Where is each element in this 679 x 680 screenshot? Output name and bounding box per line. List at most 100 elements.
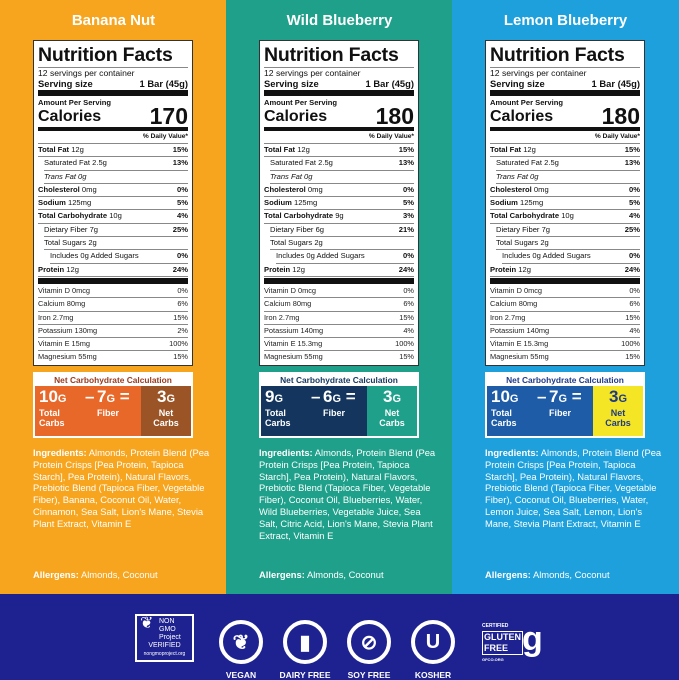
unit-g: G (106, 393, 116, 405)
allergens-list: Almonds, Coconut (532, 569, 610, 580)
nutrient-label: Cholesterol (38, 184, 80, 194)
gluten-free-certified-logo: CERTIFIED GLUTEN FREE GFCO.ORG g (482, 622, 543, 664)
vitamin-daily-value: 2% (177, 325, 188, 335)
nutrient-name: Trans Fat 0g (496, 171, 539, 183)
divider-bar (264, 277, 414, 284)
servings-per-container: 12 servings per container (38, 68, 135, 78)
divider-bar (490, 90, 640, 96)
nutrient-row: Saturated Fat 2.5g 13% (44, 157, 188, 171)
net-carbs-number: 3 (608, 387, 619, 406)
nutrient-daily-value: 15% (398, 145, 414, 154)
nutrient-amount: 0mg (81, 184, 97, 194)
nutrient-label: Trans Fat 0g (44, 171, 87, 181)
ingredients-label: Ingredients: (259, 447, 313, 458)
allergens-label: Allergens: (259, 569, 305, 580)
vitamin-row: Magnesium 55mg 15% (38, 351, 188, 363)
vitamin-daily-value: 0% (177, 285, 188, 295)
nutrient-amount: 0mg (533, 184, 549, 194)
nutrient-label: Total Fat (264, 145, 296, 154)
divider-bar (38, 277, 188, 284)
serving-size-value: 1 Bar (45g) (365, 78, 414, 89)
net-carbs-number: 3 (156, 387, 167, 406)
vitamin-row: Magnesium 55mg 15% (490, 351, 640, 363)
nutrition-facts-label: Nutrition Facts 12 servings per container… (33, 40, 193, 366)
gf-text: GLUTEN (482, 631, 523, 643)
flavor-title: Banana Nut (71, 12, 156, 29)
nutrient-name: Total Carbohydrate 10g (490, 210, 574, 222)
vitamin-daily-value: 6% (177, 299, 188, 309)
nutrient-name: Dietary Fiber 7g (496, 224, 550, 236)
nutrient-daily-value: 3% (403, 211, 414, 221)
calories-value: 180 (601, 103, 640, 129)
calories-label: Calories (264, 108, 328, 125)
nutrient-name: Saturated Fat 2.5g (270, 157, 333, 169)
vitamin-name: Magnesium 55mg (264, 352, 323, 362)
flavor-panel: Lemon Blueberry Nutrition Facts 12 serving… (452, 0, 679, 594)
nutrient-label: Dietary Fiber 6g (270, 224, 325, 234)
nutrient-label: Total Fat (490, 145, 522, 154)
vitamin-daily-value: 100% (169, 339, 188, 349)
vitamin-daily-value: 15% (625, 352, 640, 362)
nutrient-label: Trans Fat 0g (270, 171, 313, 181)
vitamin-name: Vitamin E 15.3mg (264, 339, 323, 349)
nutrition-facts-heading: Nutrition Facts (38, 43, 188, 68)
fiber-label: Fiber (549, 408, 572, 418)
nutrient-amount: 12g (66, 264, 79, 274)
total-carbs-block: 10G Total Carbs (39, 388, 85, 434)
total-carbs-value: 10G (39, 388, 85, 408)
net-carb-box: Net Carbohydrate Calculation 9G Total Carb… (259, 372, 419, 438)
kosher-label: KOSHER (414, 670, 452, 680)
ingredients-text: Ingredients: Almonds, Protein Blend (Pea… (33, 447, 213, 530)
vitamin-row: Potassium 130mg 2% (38, 325, 188, 339)
unit-g: G (274, 393, 284, 405)
vitamin-row: Potassium 140mg 4% (490, 325, 640, 339)
daily-value-header: % Daily Value* (38, 131, 188, 144)
nongmo-text: NON (159, 618, 175, 625)
vitamin-row: Vitamin D 0mcg 0% (38, 285, 188, 299)
total-carbs-block: 9G Total Carbs (265, 388, 311, 434)
nutrient-amount: 12g (523, 145, 536, 154)
nutrient-daily-value: 15% (172, 145, 188, 154)
nutrient-label: Cholesterol (264, 184, 306, 194)
allergens-list: Almonds, Coconut (306, 569, 384, 580)
nutrient-daily-value: 13% (398, 158, 414, 168)
net-carb-equation: 10G Total Carbs –7G = Fiber (487, 386, 593, 436)
nongmo-text: nongmoproject.org (143, 651, 186, 657)
vitamin-name: Potassium 140mg (264, 325, 324, 335)
serving-size-value: 1 Bar (45g) (139, 78, 188, 89)
nutrient-daily-value: 25% (624, 224, 640, 234)
vitamin-row: Iron 2.7mg 15% (264, 312, 414, 325)
nutrient-name: Trans Fat 0g (270, 171, 313, 183)
net-carb-title: Net Carbohydrate Calculation (506, 375, 624, 385)
vitamin-daily-value: 15% (399, 312, 414, 322)
vitamin-name: Vitamin D 0mcg (490, 285, 543, 295)
nutrition-facts-label: Nutrition Facts 12 servings per container… (259, 40, 419, 366)
nutrient-daily-value: 13% (624, 158, 640, 168)
fiber-value: 7G = (97, 387, 130, 406)
nutrient-daily-value: 24% (398, 264, 414, 274)
vitamin-daily-value: 4% (629, 325, 640, 335)
vitamin-daily-value: 6% (403, 299, 414, 309)
net-carbs-result: 3G Net Carbs (593, 386, 643, 436)
nutrient-row: Dietary Fiber 7g 25% (496, 224, 640, 238)
nutrient-row: Dietary Fiber 6g 21% (270, 224, 414, 238)
fiber-block: 7G = Fiber (549, 388, 589, 434)
vitamin-row: Calcium 80mg 6% (490, 298, 640, 312)
fiber-number: 7 (97, 387, 107, 406)
serving-size-row: Serving size 1 Bar (45g) (490, 79, 640, 89)
nutrient-name: Protein 12g (264, 264, 305, 276)
serving-size-row: Serving size 1 Bar (45g) (264, 79, 414, 89)
nutrient-name: Dietary Fiber 6g (270, 224, 324, 236)
ingredients-list: Almonds, Protein Blend (Pea Protein Cris… (33, 447, 210, 529)
nutrient-daily-value: 5% (403, 198, 414, 208)
ingredients-list: Almonds, Protein Blend (Pea Protein Cris… (259, 447, 436, 541)
nutrient-label: Total Carbohydrate (264, 211, 334, 221)
fiber-value: 7G = (549, 387, 582, 406)
unit-g: G (509, 393, 519, 405)
soy-free-label: SOY FREE (347, 670, 391, 680)
nutrient-label: Includes 0g Added Sugars (276, 251, 365, 261)
nutrient-name: Cholesterol 0mg (264, 184, 323, 196)
nutrient-label: Trans Fat 0g (496, 171, 539, 181)
nutrient-amount: 125mg (519, 198, 544, 208)
fiber-block: 7G = Fiber (97, 388, 137, 434)
